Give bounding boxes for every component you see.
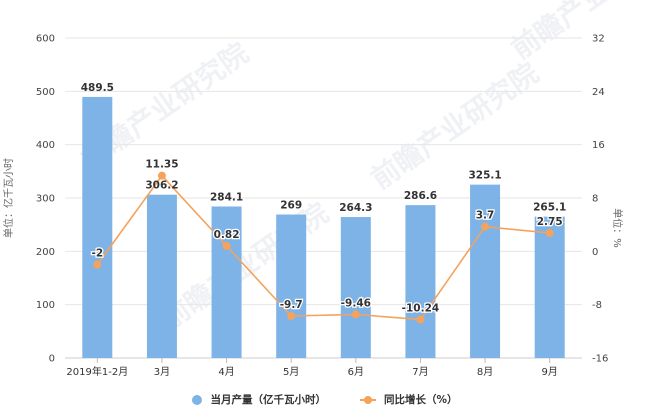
y2-axis-tick: 24 (592, 87, 605, 98)
line-value-label: 3.7 (476, 210, 495, 222)
circle-marker-icon (192, 394, 203, 405)
watermark-text: 前瞻产业研究院 (365, 56, 544, 195)
bar-value-label: 489.5 (81, 82, 114, 94)
legend-item-line[interactable]: 同比增长（%） (359, 392, 458, 407)
x-axis-tick: 3月 (154, 366, 170, 378)
legend-label-bar: 当月产量（亿千瓦小时） (210, 394, 326, 406)
growth-line (96, 174, 550, 321)
y2-axis-tick: -8 (592, 300, 602, 311)
legend-label-line: 同比增长（%） (383, 394, 458, 406)
y-axis-tick: 300 (36, 194, 55, 205)
y-axis-tick: 600 (36, 34, 55, 45)
legend-item-bar[interactable]: 当月产量（亿千瓦小时） (192, 392, 326, 407)
line-point[interactable] (545, 229, 554, 237)
y-axis-tick: 0 (49, 354, 55, 365)
bar[interactable] (276, 214, 307, 358)
y2-axis-tick: 16 (592, 140, 605, 151)
bar[interactable] (470, 184, 501, 358)
x-axis-tick: 5月 (283, 366, 299, 378)
y2-axis-title: 单位：% (611, 208, 624, 248)
line-value-label: -9.46 (341, 297, 371, 309)
line-value-label: 0.82 (214, 229, 240, 241)
y2-axis-tick: 8 (592, 194, 598, 205)
line-point[interactable] (416, 315, 425, 324)
legend: 当月产量（亿千瓦小时） 同比增长（%） (0, 392, 650, 407)
y-axis-tick: 400 (36, 140, 55, 151)
bar[interactable] (211, 206, 242, 358)
y-axis-tick: 200 (36, 247, 55, 258)
y2-axis-tick: 32 (592, 34, 605, 45)
line-value-label: -2 (91, 248, 103, 260)
bar-value-label: 306.2 (145, 180, 178, 192)
y2-axis-tick: 0 (592, 247, 598, 258)
bar[interactable] (82, 96, 113, 358)
x-axis-tick: 2019年1-2月 (66, 365, 128, 378)
x-axis-tick: 8月 (477, 366, 493, 378)
x-axis-tick: 7月 (412, 366, 428, 378)
bar-value-label: 265.1 (533, 202, 566, 214)
line-value-label: 11.35 (145, 159, 178, 171)
bar[interactable] (405, 205, 436, 358)
watermark-text: 前瞻产业研究院 (505, 0, 650, 66)
line-point[interactable] (481, 222, 490, 231)
line-point[interactable] (351, 310, 360, 319)
x-axis-tick: 9月 (542, 366, 558, 378)
line-value-label: 2.75 (537, 216, 563, 228)
bar-value-label: 286.6 (404, 190, 437, 202)
bar-value-label: 269 (280, 200, 302, 212)
bar[interactable] (340, 217, 371, 358)
line-point[interactable] (157, 171, 166, 180)
line-point[interactable] (287, 312, 296, 320)
bar-value-label: 325.1 (468, 170, 501, 182)
y2-axis-tick: -16 (592, 354, 608, 365)
line-marker-icon (359, 395, 376, 405)
y-axis-tick: 100 (36, 300, 55, 311)
y-axis-tick: 500 (36, 87, 55, 98)
x-axis-tick: 6月 (348, 366, 364, 378)
x-axis-tick: 4月 (218, 366, 234, 378)
line-point[interactable] (93, 260, 102, 269)
line-value-label: -9.7 (280, 299, 303, 311)
line-point[interactable] (222, 241, 231, 250)
bar[interactable] (534, 216, 565, 358)
line-value-label: -10.24 (402, 303, 440, 315)
bar[interactable] (146, 194, 177, 358)
bar-value-label: 264.3 (339, 202, 372, 214)
bar-value-label: 284.1 (210, 191, 243, 203)
y-axis-title: 单位：亿千瓦小时 (2, 158, 15, 238)
